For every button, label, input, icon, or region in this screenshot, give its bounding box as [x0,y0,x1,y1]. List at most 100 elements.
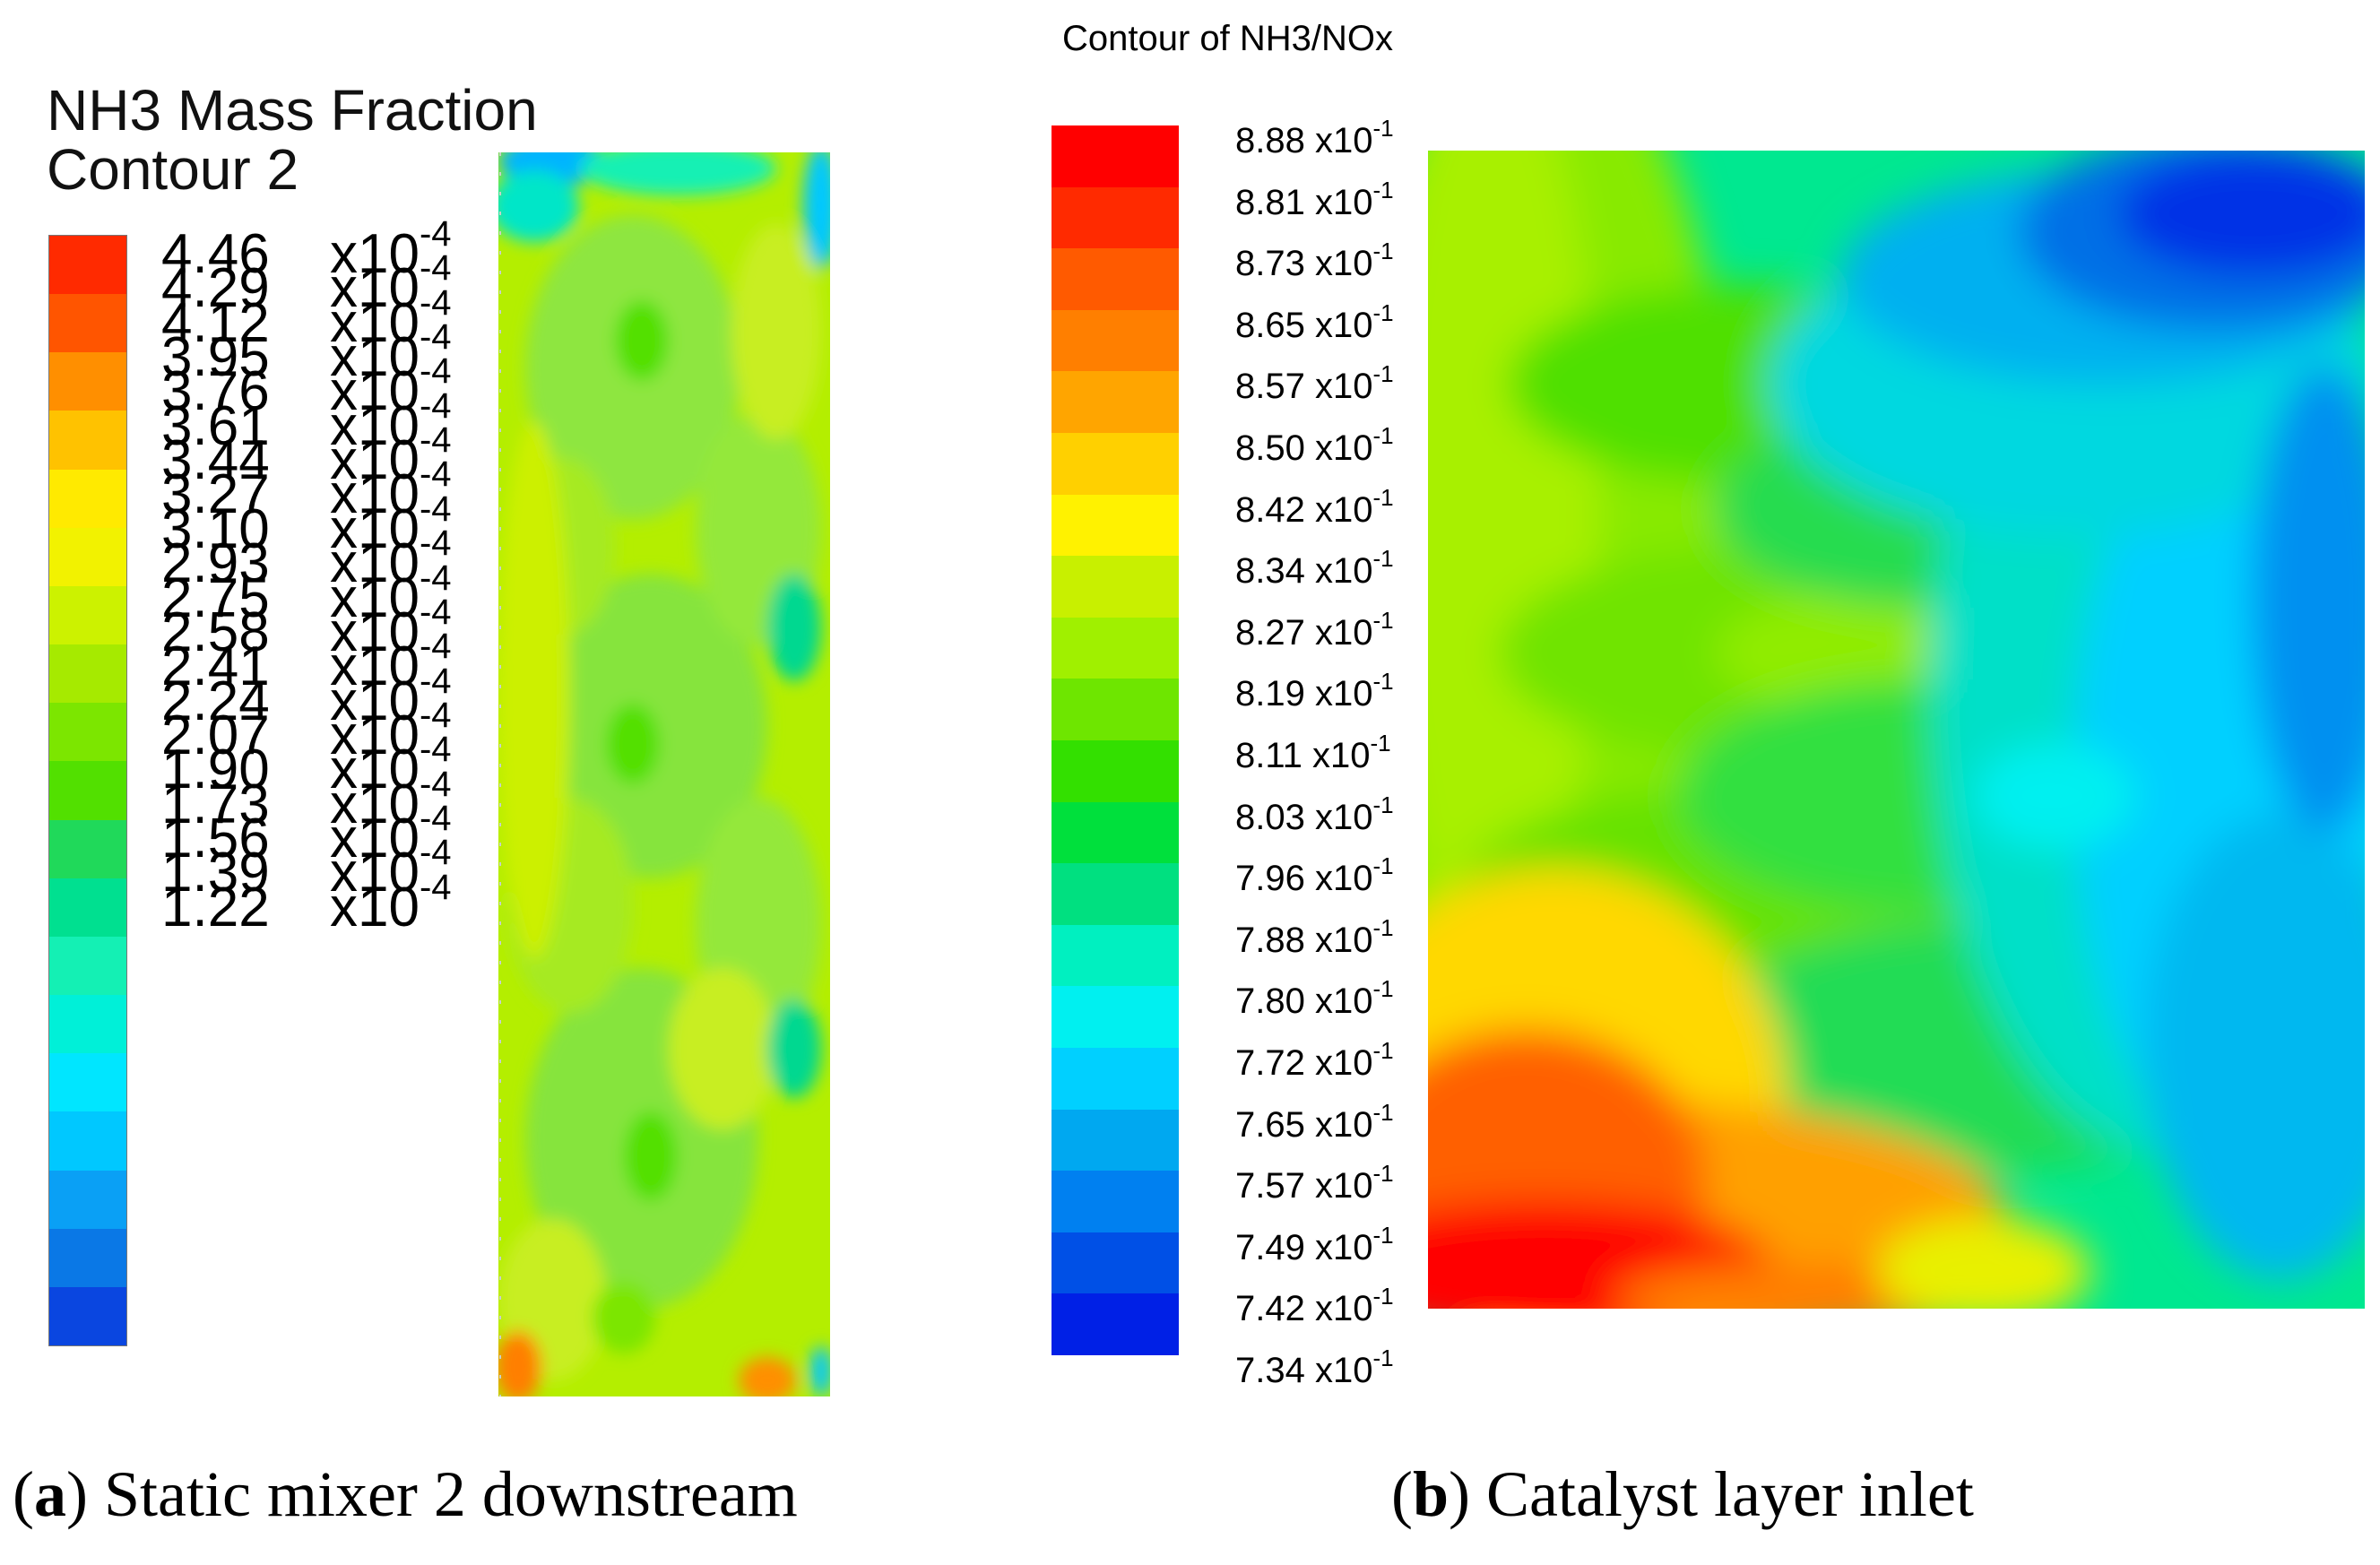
panel-b-tick-label: 7.65 x10-1 [1235,1090,1394,1145]
panel-a-tick-multiplier: x10 [330,291,420,354]
panel-b-tick-value: 8.57 [1235,367,1315,407]
panel-b-colorbar-swatch [1052,679,1179,740]
panel-b-tick-label: 8.65 x10-1 [1235,290,1394,345]
panel-a-colorbar-swatch [49,469,126,528]
panel-b-tick-multiplier: x10 [1314,674,1373,714]
panel-a-tick-multiplier: x10 [330,394,420,457]
panel-b-catalyst-inlet: Contour of NH3/NOx 8.88 x10-1 8.81 x10-1 8… [896,0,2380,1434]
panel-a-tick-label: 1.22 x10-4 [161,858,452,938]
panel-b-colorbar-swatch [1052,1047,1179,1110]
panel-a-tick-value: 3.76 [161,360,270,423]
panel-a-tick-label: 4.29 x10-4 [161,238,452,318]
panel-a-tick-value: 4.12 [161,291,270,354]
panel-a-tick-multiplier: x10 [330,360,420,423]
panel-a-tick-label: 3.27 x10-4 [161,445,452,524]
panel-a-tick-value: 1.56 [161,807,270,869]
panel-a-tick-multiplier: x10 [330,636,420,698]
panel-b-tick-value: 7.42 [1235,1289,1315,1329]
panel-b-colorbar-swatch [1052,248,1179,310]
panel-b-tick-multiplier: x10 [1314,1104,1373,1145]
panel-b-tick-exponent: -1 [1372,238,1394,265]
panel-b-tick-multiplier: x10 [1314,367,1373,407]
panel-a-tick-multiplier: x10 [330,223,420,285]
panel-b-tick-value: 7.72 [1235,1043,1315,1083]
panel-b-tick-label: 8.03 x10-1 [1235,782,1394,837]
panel-a-tick-value: 4.46 [161,223,270,285]
panel-a-tick-exponent: -4 [419,351,452,392]
panel-a-subtitle: Contour 2 [47,137,299,202]
panel-a-colorbar-swatch [49,527,126,586]
panel-a-tick-value: 3.44 [161,429,270,492]
panel-a-tick-exponent: -4 [419,420,452,461]
panel-b-tick-label: 8.34 x10-1 [1235,536,1394,591]
panel-a-tick-label: 3.61 x10-4 [161,376,452,456]
panel-a-tick-label: 3.10 x10-4 [161,480,452,559]
panel-a-tick-exponent: -4 [419,248,452,289]
panel-b-tick-multiplier: x10 [1314,121,1373,160]
panel-a-tick-multiplier: x10 [330,429,420,492]
panel-a-tick-multiplier: x10 [330,670,420,732]
panel-a-tick-value: 1.22 [161,876,270,938]
panel-b-tick-multiplier: x10 [1314,182,1373,222]
panel-a-tick-multiplier: x10 [330,842,420,904]
panel-b-tick-multiplier: x10 [1314,551,1373,592]
panel-b-caption-text: Catalyst layer inlet [1486,1458,1974,1530]
panel-a-tick-value: 1.90 [161,739,270,801]
panel-b-tick-value: 7.57 [1235,1166,1315,1206]
panel-a-tick-exponent: -4 [419,867,452,907]
panel-b-tick-exponent: -1 [1372,668,1394,696]
panel-b-tick-label: 7.57 x10-1 [1235,1151,1394,1206]
panel-a-tick-label: 2.07 x10-4 [161,686,452,765]
panel-a-tick-value: 2.93 [161,532,270,595]
panel-b-tick-multiplier: x10 [1314,859,1373,899]
panel-a-tick-value: 2.58 [161,601,270,663]
panel-a-tick-value: 3.27 [161,463,270,526]
panel-a-static-mixer: NH3 Mass Fraction Contour 2 4.46 x10-4 4.2… [0,0,861,1434]
panel-b-tick-exponent: -1 [1372,1283,1394,1310]
panel-b-tick-label: 7.88 x10-1 [1235,905,1394,960]
panel-b-colorbar-swatch [1052,309,1179,372]
panel-b-tick-value: 8.11 [1235,736,1312,775]
panel-a-colorbar-swatch [49,703,126,762]
panel-b-tick-multiplier: x10 [1314,920,1373,960]
panel-a-tick-label: 3.95 x10-4 [161,307,452,387]
panel-b-tick-label: 8.73 x10-1 [1235,229,1394,283]
panel-b-tick-label: 7.96 x10-1 [1235,843,1394,898]
panel-a-tick-exponent: -4 [419,764,452,804]
panel-a-tick-exponent: -4 [419,730,452,770]
panel-a-tick-multiplier: x10 [330,463,420,526]
panel-b-tick-value: 8.73 [1235,244,1315,284]
panel-a-tick-value: 2.24 [161,670,270,732]
panel-b-tick-exponent: -1 [1372,176,1394,203]
panel-b-colorbar-swatch [1052,617,1179,679]
panel-b-colorbar-swatch [1052,1171,1179,1232]
panel-a-tick-value: 1.39 [161,842,270,904]
panel-a-colorbar-swatch [49,878,126,937]
panel-a-colorbar-swatch [49,1228,126,1287]
panel-a-contour-image [498,152,830,1396]
panel-b-tick-label: 8.27 x10-1 [1235,598,1394,653]
panel-b-tick-value: 8.65 [1235,305,1315,345]
panel-b-tick-multiplier: x10 [1314,1043,1373,1083]
panel-b-tick-multiplier: x10 [1314,981,1373,1022]
panel-b-tick-value: 8.19 [1235,674,1315,714]
panel-b-tick-value: 7.96 [1235,859,1315,899]
panel-b-tick-multiplier: x10 [1314,612,1373,653]
panel-a-caption-text: Static mixer 2 downstream [103,1458,798,1530]
panel-b-tick-exponent: -1 [1372,115,1394,142]
panel-b-colorbar-swatch [1052,494,1179,557]
panel-b-colorbar-swatch [1052,739,1179,802]
panel-a-tick-exponent: -4 [419,627,452,667]
panel-a-tick-exponent: -4 [419,317,452,358]
panel-a-colorbar-swatch [49,1053,126,1112]
panel-a-tick-exponent: -4 [419,385,452,426]
panel-b-tick-label: 7.72 x10-1 [1235,1028,1394,1083]
panel-b-tick-exponent: -1 [1372,791,1394,818]
panel-a-tick-label: 3.76 x10-4 [161,342,452,421]
panel-b-tick-label: 7.49 x10-1 [1235,1213,1394,1267]
panel-b-tick-value: 8.27 [1235,612,1315,653]
panel-b-tick-exponent: -1 [1372,1221,1394,1249]
panel-a-tick-multiplier: x10 [330,601,420,663]
panel-b-tick-exponent: -1 [1372,545,1394,573]
panel-a-colorbar-swatch [49,1286,126,1345]
